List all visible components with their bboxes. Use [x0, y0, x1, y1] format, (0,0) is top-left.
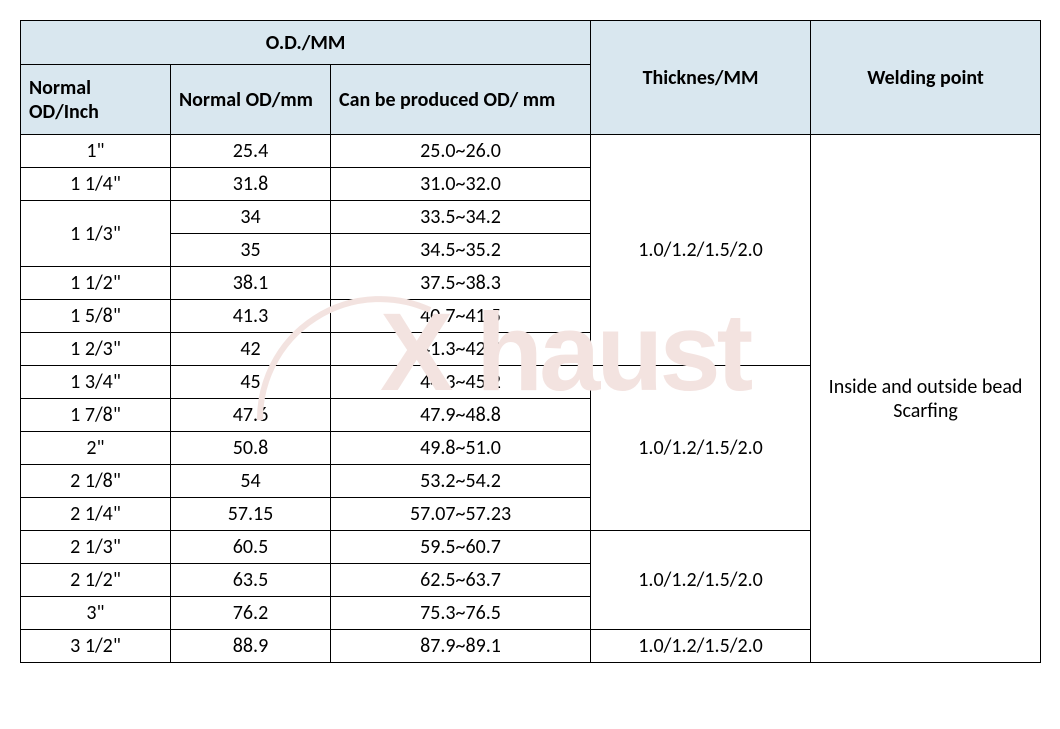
cell-od-mm: 25.4 [171, 135, 331, 168]
cell-od-inch: 1 1/2" [21, 267, 171, 300]
cell-od-inch: 1 1/4" [21, 168, 171, 201]
cell-od-prod: 62.5~63.7 [331, 564, 591, 597]
cell-od-inch: 2 1/8" [21, 465, 171, 498]
cell-od-inch: 1 2/3" [21, 333, 171, 366]
cell-od-prod: 41.3~42.9 [331, 333, 591, 366]
cell-od-mm: 50.8 [171, 432, 331, 465]
cell-od-prod: 75.3~76.5 [331, 597, 591, 630]
table-row: 1" 25.4 25.0~26.0 1.0/1.2/1.5/2.0 Inside… [21, 135, 1041, 168]
header-welding: Welding point [811, 21, 1041, 135]
cell-od-prod: 44.3~45.2 [331, 366, 591, 399]
cell-od-inch: 2 1/2" [21, 564, 171, 597]
cell-od-inch: 1 1/3" [21, 201, 171, 267]
cell-od-mm: 35 [171, 234, 331, 267]
cell-od-mm: 34 [171, 201, 331, 234]
cell-od-inch: 3" [21, 597, 171, 630]
header-row-1: O.D./MM Thicknes/MM Welding point [21, 21, 1041, 65]
cell-od-mm: 31.8 [171, 168, 331, 201]
cell-od-prod: 53.2~54.2 [331, 465, 591, 498]
cell-od-prod: 47.9~48.8 [331, 399, 591, 432]
cell-od-mm: 63.5 [171, 564, 331, 597]
cell-od-inch: 1" [21, 135, 171, 168]
header-od-prod: Can be produced OD/ mm [331, 65, 591, 135]
header-od-mm: Normal OD/mm [171, 65, 331, 135]
cell-od-mm: 57.15 [171, 498, 331, 531]
cell-od-prod: 33.5~34.2 [331, 201, 591, 234]
cell-od-mm: 47.6 [171, 399, 331, 432]
cell-od-prod: 59.5~60.7 [331, 531, 591, 564]
cell-od-mm: 76.2 [171, 597, 331, 630]
cell-od-mm: 54 [171, 465, 331, 498]
cell-thickness: 1.0/1.2/1.5/2.0 [591, 531, 811, 630]
od-spec-table: O.D./MM Thicknes/MM Welding point Normal… [20, 20, 1041, 663]
cell-od-inch: 3 1/2" [21, 630, 171, 663]
cell-od-prod: 31.0~32.0 [331, 168, 591, 201]
cell-od-prod: 34.5~35.2 [331, 234, 591, 267]
cell-od-mm: 45 [171, 366, 331, 399]
cell-od-mm: 42 [171, 333, 331, 366]
cell-od-prod: 37.5~38.3 [331, 267, 591, 300]
cell-od-mm: 38.1 [171, 267, 331, 300]
cell-od-inch: 2 1/3" [21, 531, 171, 564]
cell-od-inch: 1 3/4" [21, 366, 171, 399]
cell-od-inch: 1 7/8" [21, 399, 171, 432]
cell-od-prod: 40.7~41.5 [331, 300, 591, 333]
cell-thickness: 1.0/1.2/1.5/2.0 [591, 630, 811, 663]
cell-thickness: 1.0/1.2/1.5/2.0 [591, 366, 811, 531]
cell-od-inch: 2" [21, 432, 171, 465]
cell-od-inch: 1 5/8" [21, 300, 171, 333]
cell-od-mm: 41.3 [171, 300, 331, 333]
header-od-group: O.D./MM [21, 21, 591, 65]
cell-od-prod: 49.8~51.0 [331, 432, 591, 465]
cell-welding: Inside and outside bead Scarfing [811, 135, 1041, 663]
header-thickness: Thicknes/MM [591, 21, 811, 135]
cell-od-prod: 25.0~26.0 [331, 135, 591, 168]
cell-od-prod: 87.9~89.1 [331, 630, 591, 663]
cell-od-mm: 60.5 [171, 531, 331, 564]
header-od-inch: Normal OD/Inch [21, 65, 171, 135]
cell-thickness: 1.0/1.2/1.5/2.0 [591, 135, 811, 366]
cell-od-prod: 57.07~57.23 [331, 498, 591, 531]
cell-od-inch: 2 1/4" [21, 498, 171, 531]
cell-od-mm: 88.9 [171, 630, 331, 663]
